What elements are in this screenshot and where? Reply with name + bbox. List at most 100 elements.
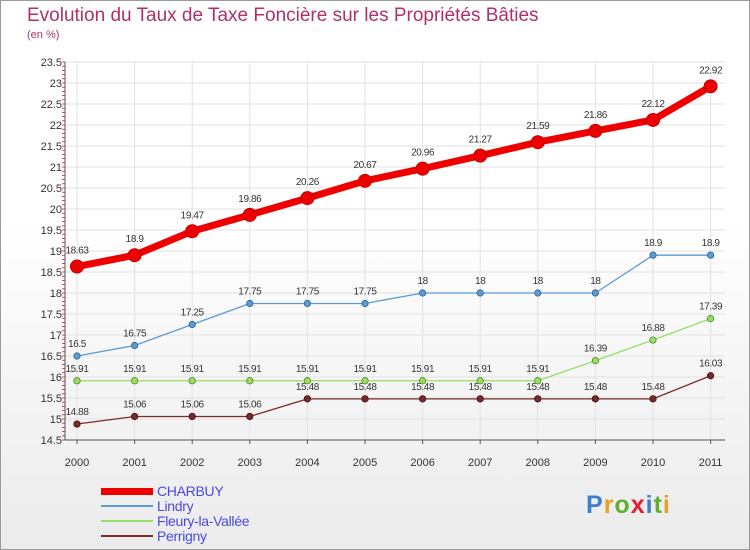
x-tick-label: 2006 — [410, 457, 434, 469]
legend-swatch — [101, 520, 153, 522]
logo-letter: x — [630, 491, 646, 519]
data-label: 18.9 — [702, 238, 721, 249]
data-point — [246, 299, 254, 308]
data-label: 15.91 — [526, 364, 550, 375]
legend-swatch — [101, 505, 153, 507]
data-label: 15.48 — [411, 382, 435, 393]
data-label: 18.63 — [65, 246, 89, 257]
data-label: 15.06 — [123, 399, 147, 410]
line-chart: 14.5 15 15.5 16 16.5 17 17.5 18 18.5 19 19.5 20 20.5… — [41, 57, 725, 469]
data-label: 15.91 — [123, 364, 147, 375]
data-label: 16.75 — [123, 329, 147, 340]
y-tick-label: 21 — [50, 162, 62, 174]
series-line-charbuy — [76, 83, 713, 270]
data-label: 20.26 — [296, 177, 320, 188]
data-label: 18 — [533, 276, 544, 287]
x-tick-label: 2007 — [468, 457, 492, 469]
data-point — [534, 289, 542, 297]
data-point — [188, 320, 196, 329]
logo-letter: i — [645, 491, 654, 519]
legend-label: Perrigny — [157, 528, 207, 544]
data-point — [242, 207, 257, 222]
legend-swatch — [101, 487, 153, 495]
data-label: 18.9 — [644, 238, 663, 249]
y-tick-label: 18 — [50, 288, 62, 300]
data-point — [303, 299, 311, 308]
data-point — [588, 123, 603, 138]
series-line-lindry — [76, 254, 711, 357]
series-line-fleury-la-vall-e — [77, 318, 711, 382]
y-tick-label: 23.5 — [41, 57, 62, 69]
data-label: 15.48 — [469, 382, 493, 393]
legend-label: Fleury-la-Vallée — [157, 513, 250, 529]
data-point — [649, 395, 657, 403]
x-tick-label: 2001 — [122, 457, 146, 469]
data-label: 15.06 — [238, 399, 262, 410]
data-label: 20.67 — [353, 160, 377, 171]
data-point — [706, 315, 715, 323]
x-tick-label: 2011 — [699, 457, 723, 469]
proxiti-logo: Proxiti — [586, 491, 671, 520]
data-label: 17.75 — [296, 287, 320, 298]
data-point — [706, 372, 715, 380]
data-point — [127, 248, 142, 263]
data-label: 18.9 — [126, 234, 145, 245]
data-label: 15.91 — [181, 364, 205, 375]
data-label: 15.48 — [584, 382, 608, 393]
data-point — [591, 395, 600, 403]
data-point — [246, 377, 254, 385]
data-label: 16.5 — [68, 339, 87, 350]
y-tick-label: 17 — [50, 330, 62, 342]
data-label: 15.91 — [411, 364, 435, 375]
data-point — [646, 112, 660, 127]
chart-unit-label: (en %) — [27, 29, 60, 41]
data-point — [591, 357, 600, 365]
x-tick-label: 2008 — [526, 457, 550, 469]
data-point — [530, 135, 545, 150]
data-label: 15.91 — [65, 364, 89, 375]
y-tick-label: 21.5 — [41, 141, 62, 153]
series-line-perrigny — [76, 375, 711, 425]
y-tick-label: 16.5 — [41, 351, 62, 363]
data-point — [131, 377, 139, 385]
data-label: 19.47 — [181, 210, 205, 221]
logo-letter: i — [662, 491, 671, 519]
data-label: 21.59 — [526, 121, 550, 132]
legend-swatch — [101, 535, 153, 537]
data-label: 20.96 — [411, 148, 435, 159]
data-point — [73, 377, 81, 385]
y-tick-label: 20 — [50, 204, 62, 216]
y-tick-label: 15 — [50, 414, 62, 426]
data-label: 15.48 — [353, 382, 377, 393]
data-point — [649, 336, 657, 344]
data-label: 21.27 — [469, 135, 493, 146]
x-tick-label: 2003 — [238, 457, 262, 469]
data-point — [473, 148, 488, 163]
data-point — [415, 161, 430, 176]
y-tick-label: 19.5 — [41, 225, 62, 237]
logo-letter: r — [603, 491, 615, 519]
y-tick-label: 18.5 — [41, 267, 62, 279]
data-point — [591, 289, 600, 297]
y-tick-label: 23 — [50, 78, 62, 90]
data-point — [70, 259, 84, 274]
data-point — [131, 341, 139, 350]
data-label: 18 — [475, 276, 486, 287]
data-label: 21.86 — [584, 110, 608, 121]
y-tick-label: 19 — [50, 246, 62, 258]
data-label: 15.91 — [469, 364, 493, 375]
data-point — [361, 377, 369, 385]
data-label: 16.39 — [584, 344, 608, 355]
data-label: 17.39 — [699, 302, 723, 313]
data-point — [476, 395, 484, 403]
data-label: 15.48 — [641, 382, 665, 393]
logo-letter: o — [614, 491, 631, 519]
data-point — [418, 395, 427, 403]
legend-label: CHARBUY — [157, 483, 224, 499]
data-point — [649, 251, 657, 259]
data-point — [418, 289, 427, 297]
data-label: 15.91 — [296, 364, 320, 375]
data-label: 15.48 — [296, 382, 320, 393]
data-label: 14.88 — [65, 407, 89, 418]
